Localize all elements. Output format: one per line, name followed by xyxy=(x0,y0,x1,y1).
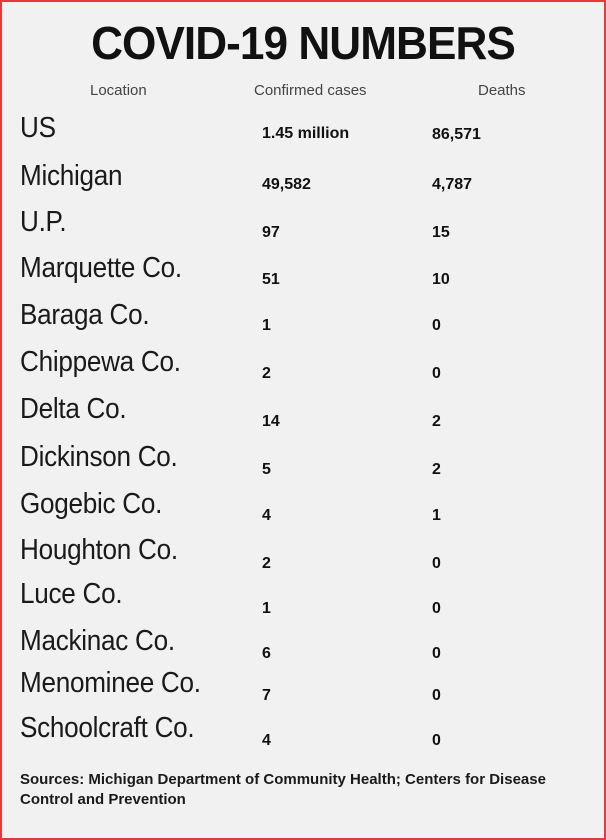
table-row: Michigan 49,582 4,787 xyxy=(2,154,604,202)
table-row: Houghton Co. 2 0 xyxy=(2,533,604,578)
location-cell: US xyxy=(20,112,56,144)
cases-cell: 1 xyxy=(262,317,271,334)
table-row: Chippewa Co. 2 0 xyxy=(2,343,604,390)
deaths-cell: 0 xyxy=(432,555,441,572)
cases-cell: 4 xyxy=(262,732,271,749)
location-cell: Chippewa Co. xyxy=(20,346,181,378)
sources-note: Sources: Michigan Department of Communit… xyxy=(20,771,546,808)
column-header-deaths: Deaths xyxy=(478,82,526,99)
column-header-location: Location xyxy=(90,82,147,99)
deaths-cell: 0 xyxy=(432,732,441,749)
deaths-cell: 2 xyxy=(432,461,441,478)
deaths-cell: 0 xyxy=(432,645,441,662)
location-cell: Michigan xyxy=(20,160,123,192)
table-row: Mackinac Co. 6 0 xyxy=(2,624,604,667)
deaths-cell: 0 xyxy=(432,687,441,704)
table-row: Gogebic Co. 4 1 xyxy=(2,486,604,533)
location-cell: Dickinson Co. xyxy=(20,441,178,473)
location-cell: Menominee Co. xyxy=(20,667,201,699)
cases-cell: 1 xyxy=(262,600,271,617)
table-row: US 1.45 million 86,571 xyxy=(2,106,604,154)
table-row: Baraga Co. 1 0 xyxy=(2,296,604,343)
location-cell: Mackinac Co. xyxy=(20,625,175,657)
cases-cell: 6 xyxy=(262,645,271,662)
cases-cell: 2 xyxy=(262,555,271,572)
table-row: Menominee Co. 7 0 xyxy=(2,667,604,712)
table-row: Luce Co. 1 0 xyxy=(2,578,604,624)
cases-cell: 1.45 million xyxy=(262,125,350,142)
deaths-cell: 4,787 xyxy=(432,176,473,193)
location-cell: U.P. xyxy=(20,206,67,238)
cases-cell: 4 xyxy=(262,507,271,524)
cases-cell: 2 xyxy=(262,365,271,382)
table-row: Delta Co. 14 2 xyxy=(2,390,604,438)
location-cell: Gogebic Co. xyxy=(20,488,163,520)
deaths-cell: 0 xyxy=(432,317,441,334)
table-row: Schoolcraft Co. 4 0 xyxy=(2,712,604,756)
deaths-cell: 2 xyxy=(432,413,441,430)
cases-cell: 49,582 xyxy=(262,176,311,193)
location-cell: Baraga Co. xyxy=(20,299,150,331)
cases-cell: 97 xyxy=(262,224,280,241)
page-title: COVID-19 NUMBERS xyxy=(91,17,516,69)
deaths-cell: 86,571 xyxy=(432,126,481,143)
data-table: US 1.45 million 86,571 Michigan 49,582 4… xyxy=(2,106,604,756)
location-cell: Houghton Co. xyxy=(20,534,178,566)
cases-cell: 51 xyxy=(262,271,280,288)
cases-cell: 5 xyxy=(262,461,271,478)
deaths-cell: 0 xyxy=(432,600,441,617)
deaths-cell: 1 xyxy=(432,507,441,524)
location-cell: Schoolcraft Co. xyxy=(20,712,195,744)
location-cell: Marquette Co. xyxy=(20,252,182,284)
deaths-cell: 10 xyxy=(432,271,450,288)
table-row: U.P. 97 15 xyxy=(2,202,604,249)
location-cell: Delta Co. xyxy=(20,393,127,425)
deaths-cell: 0 xyxy=(432,365,441,382)
table-row: Marquette Co. 51 10 xyxy=(2,249,604,296)
location-cell: Luce Co. xyxy=(20,578,123,610)
table-row: Dickinson Co. 5 2 xyxy=(2,438,604,486)
column-header-cases: Confirmed cases xyxy=(254,82,367,99)
deaths-cell: 15 xyxy=(432,224,450,241)
cases-cell: 7 xyxy=(262,687,271,704)
cases-cell: 14 xyxy=(262,413,280,430)
